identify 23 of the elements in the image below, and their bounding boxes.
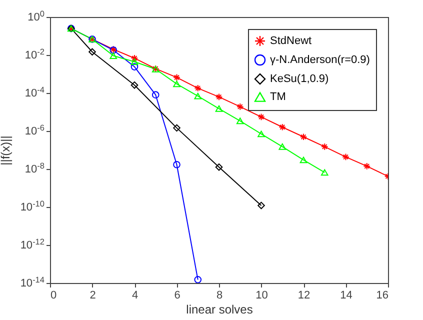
x-tick-label: 14 [340,290,352,302]
y-tick-label: 10$^{-2}$ [24,47,45,62]
legend-label: TM [270,91,286,103]
x-tick-label: 8 [216,290,223,302]
legend-label: KeSu(1,0.9) [270,73,329,85]
legend-label: γ-N.Anderson(r=0.9) [270,54,370,66]
y-tick-label: 10$^{0}$ [28,9,45,24]
x-tick-label: 0 [50,290,57,302]
y-tick-label: 10$^{-4}$ [24,85,45,100]
y-tick-label: 10$^{-14}$ [20,275,45,290]
x-tick-label: 16 [376,290,388,302]
y-tick-label: 10$^{-12}$ [20,237,45,252]
x-tick-label: 12 [298,290,310,302]
x-tick-label: 10 [256,290,268,302]
legend-label: StdNewt [270,35,312,47]
y-axis-title: ||f(x)|| [0,136,12,166]
x-tick-label: 2 [90,290,96,302]
x-tick-label: 4 [132,290,138,302]
y-tick-label: 10$^{-8}$ [24,161,45,176]
y-tick-label: 10$^{-10}$ [20,199,45,214]
x-axis-title: linear solves [186,302,253,316]
y-tick-label: 10$^{-6}$ [24,123,45,138]
x-tick-label: 6 [174,290,180,302]
